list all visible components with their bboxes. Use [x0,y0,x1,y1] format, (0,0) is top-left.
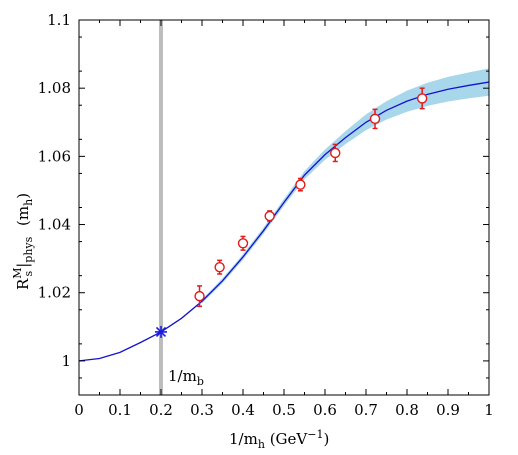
data-point [369,108,381,130]
x-tick-label: 0.5 [272,401,296,419]
x-tick-label: 0.7 [354,401,378,419]
point-marker [264,210,275,222]
y-tick-label: 1.06 [38,147,71,165]
data-point [330,143,341,163]
star-d2 [155,326,167,337]
x-ticks: 0 0.1 0.2 0.3 0.4 0.5 0.6 0.7 0.8 0.9 1 [74,20,494,419]
point-marker [194,290,205,302]
data-point [264,210,275,222]
annotation-label: 1/mb [168,367,204,388]
x-tick-label: 0.3 [190,401,214,419]
x-tick-label: 0.4 [231,401,255,419]
y-tick-label: 1.08 [38,79,71,97]
y-tick-label: 1.02 [38,284,71,302]
data-point [214,259,225,275]
x-tick-label: 0.2 [149,401,173,419]
x-tick-label: 0.1 [108,401,132,419]
y-tick-label: 1 [61,352,71,370]
data-point [295,177,306,192]
physical-point-marker [155,325,167,338]
y-tick-label: 1.04 [38,216,71,234]
point-marker [416,93,428,104]
y-tick-label: 1.1 [47,11,71,29]
x-tick-label: 0.8 [395,401,419,419]
data-point [416,87,428,110]
y-axis-label: RMs|phys (mh) [11,193,35,290]
uncertainty-band [202,68,489,304]
x-tick-label: 0 [74,401,84,419]
point-marker [295,179,306,190]
y-ticks: 1 1.02 1.04 1.06 1.08 1.1 [38,11,489,379]
x-tick-label: 0.6 [313,401,337,419]
point-marker [237,238,249,249]
x-tick-label: 0.9 [436,401,460,419]
fit-line [79,81,489,362]
x-axis-label: 1/mh (GeV−1) [229,428,329,451]
fit-curve [79,81,489,362]
data-point [194,285,205,308]
x-tick-label: 1 [484,401,494,419]
point-marker [214,261,225,273]
plot-frame [78,19,490,396]
point-marker [369,113,381,125]
data-points [194,87,428,308]
band-area [202,68,489,304]
point-marker [330,147,341,159]
data-point [237,235,249,251]
